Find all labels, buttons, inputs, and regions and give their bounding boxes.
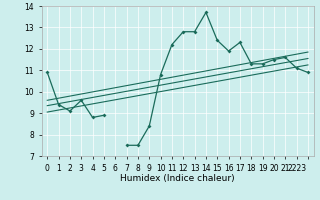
X-axis label: Humidex (Indice chaleur): Humidex (Indice chaleur) — [120, 174, 235, 183]
